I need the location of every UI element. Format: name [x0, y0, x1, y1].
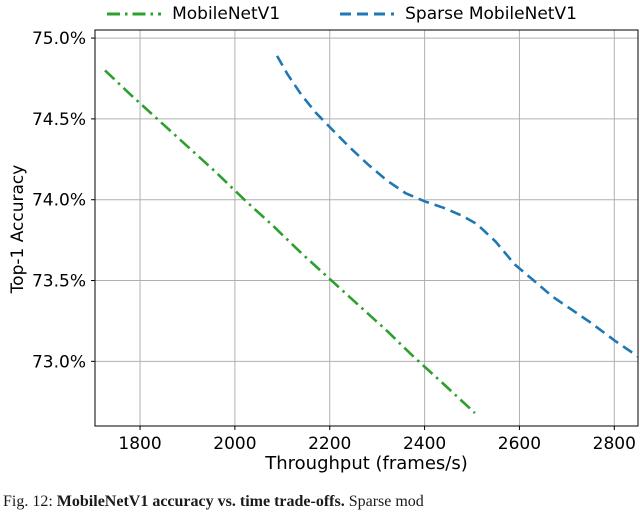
y-tick-label: 74.0%: [32, 191, 86, 211]
legend-item-mobilenetv1: MobileNetV1: [105, 4, 280, 24]
y-tick-label: 73.5%: [32, 272, 86, 292]
legend-label-sparse-mobilenetv1: Sparse MobileNetV1: [405, 4, 577, 24]
x-tick-label: 2200: [308, 434, 351, 454]
y-tick-label: 73.0%: [32, 352, 86, 372]
accuracy-throughput-chart: 1800 2000 2200 2400 2600 2800 73.0% 73.5% 74.0% 7…: [32, 29, 639, 454]
y-tick-label: 74.5%: [32, 110, 86, 130]
x-tick-label: 2000: [213, 434, 256, 454]
legend: MobileNetV1 Sparse MobileNetV1: [0, 0, 640, 28]
caption-prefix: Fig. 12:: [3, 493, 53, 510]
y-tick-label: 75.0%: [32, 29, 86, 49]
x-tick-label: 2600: [498, 434, 541, 454]
dashdot-line-icon: [107, 12, 162, 16]
figure-caption: Fig. 12: MobileNetV1 accuracy vs. time t…: [3, 493, 639, 511]
caption-rest: Sparse mod: [348, 493, 424, 510]
caption-title: MobileNetV1 accuracy vs. time trade-offs…: [56, 493, 345, 510]
x-tick-label: 2400: [403, 434, 446, 454]
dashed-line-icon: [340, 12, 395, 16]
legend-label-mobilenetv1: MobileNetV1: [172, 4, 281, 24]
x-tick-label: 2800: [593, 434, 636, 454]
series-line-sparse-mobilenetv1: [275, 55, 638, 358]
x-axis-label: Throughput (frames/s): [265, 453, 468, 474]
series-line-mobilenetv1: [104, 69, 476, 415]
y-axis-label: Top-1 Accuracy: [8, 164, 28, 294]
x-tick-label: 1800: [118, 434, 161, 454]
legend-item-sparse-mobilenetv1: Sparse MobileNetV1: [338, 4, 577, 24]
plot-frame: [94, 29, 639, 427]
